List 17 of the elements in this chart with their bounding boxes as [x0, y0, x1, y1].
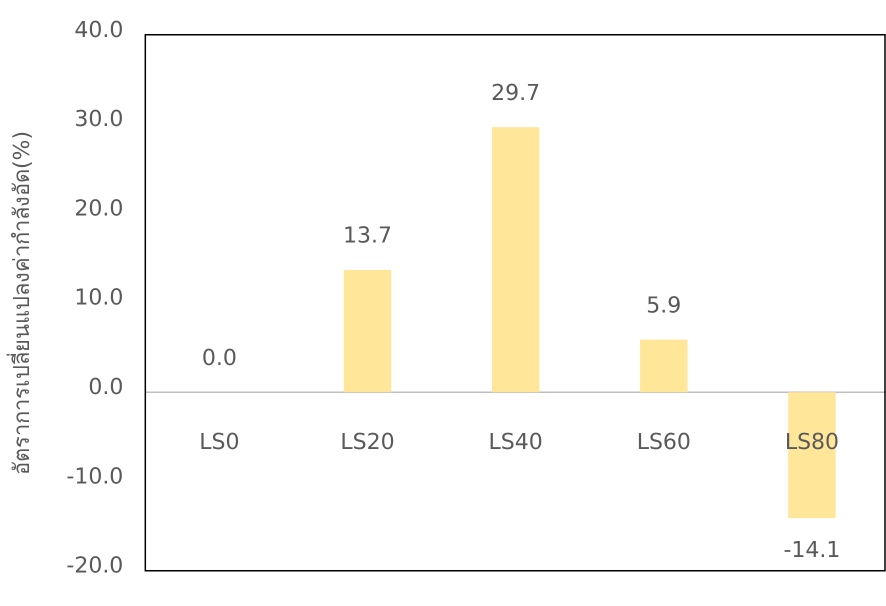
data-label: 29.7	[491, 80, 540, 106]
y-tick-label: 10.0	[74, 286, 124, 311]
x-tick-label: LS0	[199, 430, 240, 456]
x-tick-label: LS20	[340, 430, 395, 456]
y-tick-label: 20.0	[74, 196, 124, 222]
data-label: -14.1	[783, 538, 840, 563]
data-label: 13.7	[343, 224, 392, 249]
y-axis-title: อัตราการเปลี่ยนแปลงค่ากำลังอัด(%)	[6, 130, 35, 476]
y-tick-label: 30.0	[74, 107, 124, 132]
x-tick-label: LS60	[636, 430, 691, 456]
y-tick-label: 40.0	[74, 18, 124, 43]
y-tick-label: -20.0	[66, 554, 124, 579]
y-tick-label: -10.0	[66, 464, 124, 490]
data-label: 5.9	[646, 293, 682, 318]
data-label: 0.0	[202, 346, 237, 371]
y-tick-label: 0.0	[88, 374, 124, 400]
x-tick-label: LS40	[488, 430, 543, 456]
